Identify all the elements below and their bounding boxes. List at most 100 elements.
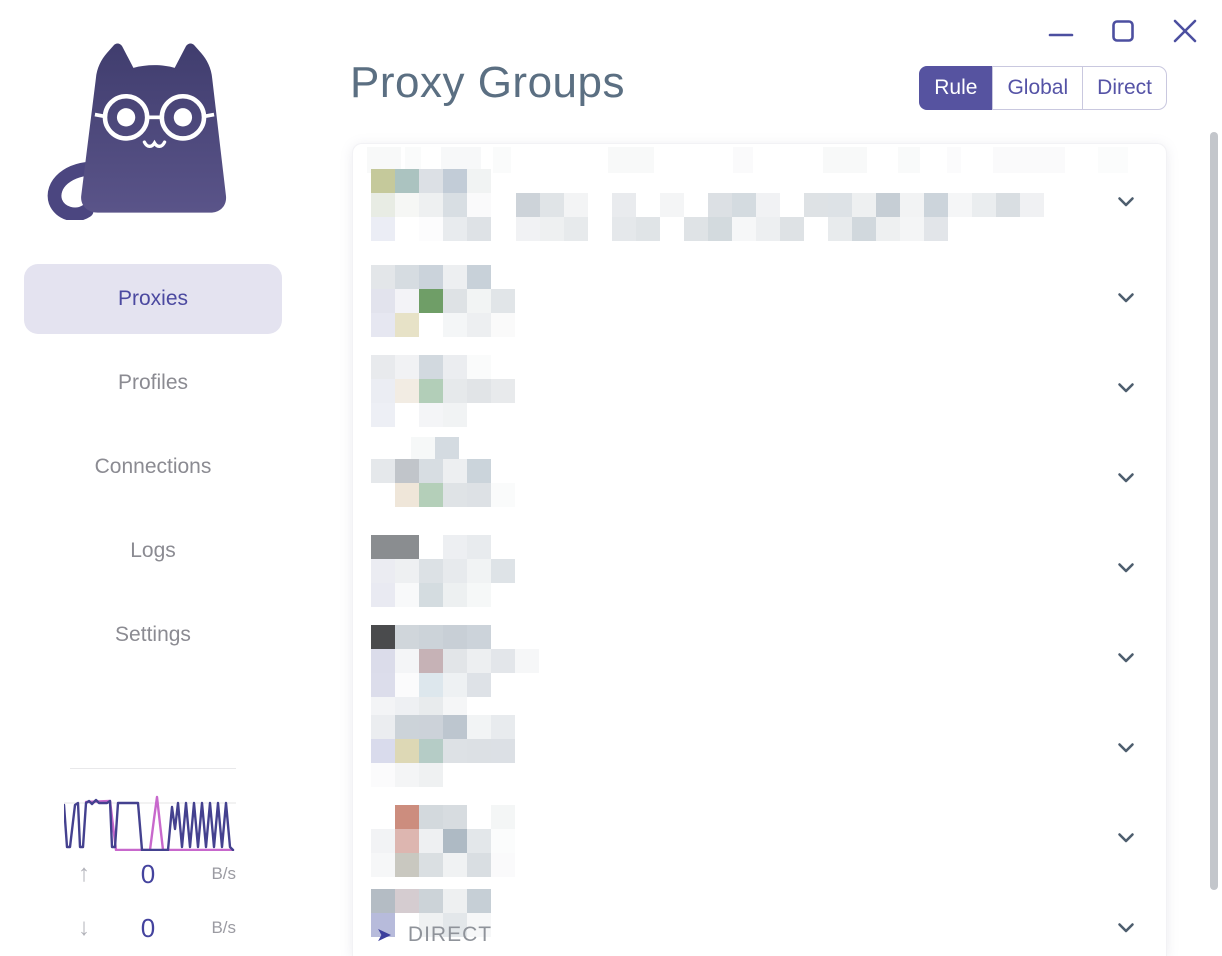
chevron-down-icon[interactable] (1114, 736, 1138, 760)
download-value: 0 (140, 912, 156, 943)
page-title: Proxy Groups (350, 58, 625, 107)
proxy-group-row[interactable]: ➤ DIRECT (353, 887, 1166, 956)
proxy-group-row[interactable] (353, 161, 1166, 251)
censored-pixel-cell (996, 193, 1020, 217)
censored-pixel-cell (395, 583, 419, 607)
censored-pixel-cell (972, 193, 996, 217)
minimize-button[interactable] (1044, 14, 1078, 48)
censored-pixel-cell (467, 853, 491, 877)
chevron-down-icon[interactable] (1114, 286, 1138, 310)
sidebar-item-connections[interactable]: Connections (94, 455, 212, 478)
censored-pixel-cell (371, 289, 395, 313)
selected-proxy-arrow-icon: ➤ (376, 924, 392, 946)
censored-pixel-cell (371, 763, 395, 787)
censored-pixel-cell (395, 379, 419, 403)
chevron-down-icon[interactable] (1114, 466, 1138, 490)
sidebar-nav: Proxies Profiles Connections Logs Settin… (24, 264, 282, 684)
censored-pixel-cell (419, 313, 443, 337)
censored-pixel-cell (443, 289, 467, 313)
censored-pixel-cell (467, 739, 491, 763)
censored-pixel-cell (443, 403, 467, 427)
censored-pixel-cell (467, 169, 491, 193)
chevron-down-icon[interactable] (1114, 646, 1138, 670)
censored-pixel-cell (395, 313, 419, 337)
sidebar-item-profiles[interactable]: Profiles (117, 371, 189, 394)
censored-pixel-cell (828, 193, 852, 217)
chevron-down-icon[interactable] (1114, 916, 1138, 940)
censored-pixel-cell (924, 217, 948, 241)
window-controls (1044, 14, 1202, 48)
mode-direct-button[interactable]: Direct (1082, 67, 1166, 109)
maximize-button[interactable] (1106, 14, 1140, 48)
sidebar-item-settings[interactable]: Settings (115, 623, 191, 646)
censored-pixel-cell (564, 193, 588, 217)
censored-pixel-cell (467, 313, 491, 337)
censored-pixel-cell (419, 625, 443, 649)
censored-pixel-cell (491, 313, 515, 337)
censored-pixel-cell (443, 649, 467, 673)
censored-pixel-cell (443, 805, 467, 829)
proxy-group-row[interactable] (353, 347, 1166, 437)
censored-pixel-cell (371, 169, 395, 193)
proxy-item-direct[interactable]: ➤ DIRECT (376, 923, 492, 947)
censored-pixel-cell (371, 913, 395, 937)
censored-pixel-cell (395, 805, 419, 829)
mode-rule-button[interactable]: Rule (919, 66, 993, 110)
censored-pixel-cell (395, 649, 419, 673)
censored-pixel-cell (684, 193, 708, 217)
censored-tab-block (608, 147, 654, 173)
censored-pixel-cell (395, 853, 419, 877)
censored-pixel-cell (540, 217, 564, 241)
cat-mouth (142, 139, 167, 148)
censored-pixel-cell (371, 889, 395, 913)
chevron-down-icon[interactable] (1114, 190, 1138, 214)
censored-pixel-cell (395, 889, 419, 913)
censored-pixel-cell (467, 379, 491, 403)
close-button[interactable] (1168, 14, 1202, 48)
censored-pixel-cell (443, 313, 467, 337)
scrollbar-thumb[interactable] (1210, 132, 1218, 890)
censored-pixel-cell (443, 715, 467, 739)
censored-pixel-cell (443, 889, 467, 913)
censored-pixel-cell (756, 193, 780, 217)
censored-pixel-cell (371, 459, 395, 483)
proxy-group-row[interactable] (353, 527, 1166, 617)
proxy-group-row[interactable] (353, 257, 1166, 347)
mode-global-button[interactable]: Global (992, 67, 1082, 109)
sidebar-item-logs[interactable]: Logs (130, 539, 176, 562)
censored-pixel-cell (395, 403, 419, 427)
sidebar-item-proxies[interactable]: Proxies (24, 264, 282, 334)
censored-pixel-cell (395, 483, 419, 507)
censored-pixel-cell (852, 193, 876, 217)
cat-eye-right (173, 108, 193, 127)
chevron-down-icon[interactable] (1114, 376, 1138, 400)
censored-pixel-cell (612, 193, 636, 217)
censored-pixel-cell (467, 355, 491, 379)
censored-pixel-cell (467, 829, 491, 853)
proxy-group-row[interactable] (353, 797, 1166, 887)
censored-pixel-cell (443, 265, 467, 289)
chevron-down-icon[interactable] (1114, 826, 1138, 850)
chevron-down-icon[interactable] (1114, 556, 1138, 580)
censored-tab-block (441, 147, 481, 173)
clash-cat-logo (47, 43, 227, 220)
censored-pixel-cell (516, 217, 540, 241)
censored-pixel-cell (419, 535, 443, 559)
censored-pixel-cell (419, 559, 443, 583)
censored-pixel-cell (804, 193, 828, 217)
proxy-group-row[interactable] (353, 617, 1166, 721)
censored-pixel-cell (419, 763, 443, 787)
proxy-group-row[interactable] (353, 437, 1166, 527)
proxy-group-row[interactable] (353, 707, 1166, 797)
censored-pixel-cell (491, 483, 515, 507)
traffic-line-secondary (84, 795, 235, 851)
censored-pixel-cell (660, 193, 684, 217)
censored-pixel-cell (828, 217, 852, 241)
censored-pixel-cell (732, 217, 756, 241)
censored-pixel-cell (371, 193, 395, 217)
censored-pixel-cell (371, 673, 395, 697)
censored-pixel-cell (419, 853, 443, 877)
censored-pixel-cell (395, 625, 419, 649)
censored-pixel-cell (491, 853, 515, 877)
censored-pixel-cell (395, 355, 419, 379)
